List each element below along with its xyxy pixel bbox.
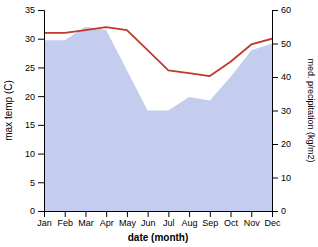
tick-mark [38, 96, 44, 97]
tick: Jan [37, 211, 52, 228]
tick-mark [85, 211, 86, 217]
tick: Jun [141, 211, 156, 228]
tick: Nov [244, 211, 261, 228]
axis-line [38, 11, 45, 212]
x-axis-title: date (month) [128, 232, 189, 243]
tick-label: 0 [30, 206, 35, 216]
tick-label: 25 [25, 63, 35, 73]
tick-mark [38, 182, 44, 183]
tick-label: 10 [25, 149, 35, 159]
tick-mark [38, 39, 44, 40]
tick-mark [272, 44, 278, 45]
tick-label: 0 [281, 206, 286, 216]
tick: 0 [272, 206, 286, 216]
tick-label: Oct [224, 218, 239, 228]
line [44, 27, 272, 76]
tick-label: Dec [264, 218, 281, 228]
tick-mark [65, 211, 66, 217]
tick-label: Jan [37, 218, 52, 228]
tick-label: 30 [25, 34, 35, 44]
tick: 0 [30, 206, 44, 216]
area [44, 27, 272, 211]
tick-label: Aug [182, 218, 198, 228]
tick: 50 [272, 39, 291, 49]
tick-mark [38, 10, 44, 11]
tick-label: 20 [25, 92, 35, 102]
tick: Mar [78, 211, 94, 228]
tick-mark [272, 211, 278, 212]
tick-label: Nov [244, 218, 261, 228]
tick-mark [272, 111, 278, 112]
y-axis-title: max temp (C) [3, 80, 14, 141]
axis-line [273, 11, 279, 212]
y2-axis-title: med. precipitation (kg/m2) [306, 58, 316, 162]
tick: Sep [202, 211, 218, 228]
tick-label: 5 [30, 178, 35, 188]
tick-mark [38, 154, 44, 155]
tick-label: Feb [57, 218, 73, 228]
tick-mark [127, 211, 128, 217]
tick-label: Mar [78, 218, 94, 228]
tick-mark [272, 77, 278, 78]
tick-label: Jun [141, 218, 156, 228]
tick-label: Jul [163, 218, 175, 228]
tick: 20 [272, 139, 291, 149]
tick-mark [272, 144, 278, 145]
tick: Aug [182, 211, 198, 228]
x-axis: Jan Feb Mar Apr May Jun Jul Aug Sep Oct NovDec [37, 211, 281, 228]
tick-label: 30 [281, 106, 291, 116]
tick: 30 [272, 106, 291, 116]
tick: Oct [224, 211, 239, 228]
tick: 30 [25, 34, 44, 44]
tick: Apr [100, 211, 114, 228]
tick-mark [272, 178, 278, 179]
tick: 10 [25, 149, 44, 159]
tick: 25 [25, 63, 44, 73]
tick-mark [272, 10, 278, 11]
tick: 35 [25, 5, 44, 15]
chart: JanFebMarAprMayJunJulAugSepOctNovDec0510… [0, 0, 318, 247]
tick: 60 [272, 5, 291, 15]
tick-label: 15 [25, 120, 35, 130]
tick: 10 [272, 173, 291, 183]
tick: Dec [264, 211, 281, 228]
tick-label: 50 [281, 39, 291, 49]
tick-label: May [119, 218, 137, 228]
tick-mark [210, 211, 211, 217]
tick-mark [168, 211, 169, 217]
tick: 5 [30, 178, 44, 188]
tick-label: 60 [281, 5, 291, 15]
tick-mark [251, 211, 252, 217]
tick: Jul [163, 211, 175, 228]
tick-mark [38, 211, 44, 212]
tick-label: 35 [25, 5, 35, 15]
plot-area [44, 27, 272, 211]
tick: Feb [57, 211, 73, 228]
tick-label: Sep [202, 218, 218, 228]
y-axis: 0 5 10 15 20 25 30 35 [25, 5, 45, 216]
y2-axis: 0 10 20 30 40 50 60 [272, 5, 291, 216]
tick-label: 20 [281, 139, 291, 149]
tick-label: 40 [281, 72, 291, 82]
tick: 20 [25, 92, 44, 102]
tick-mark [148, 211, 149, 217]
tick: 15 [25, 120, 44, 130]
tick-mark [106, 211, 107, 217]
tick-mark [38, 67, 44, 68]
tick: May [119, 211, 137, 228]
tick: 40 [272, 72, 291, 82]
tick-mark [189, 211, 190, 217]
tick-mark [231, 211, 232, 217]
axis-line [45, 212, 273, 218]
tick-label: Apr [100, 218, 114, 228]
tick-mark [38, 125, 44, 126]
tick-label: 10 [281, 173, 291, 183]
